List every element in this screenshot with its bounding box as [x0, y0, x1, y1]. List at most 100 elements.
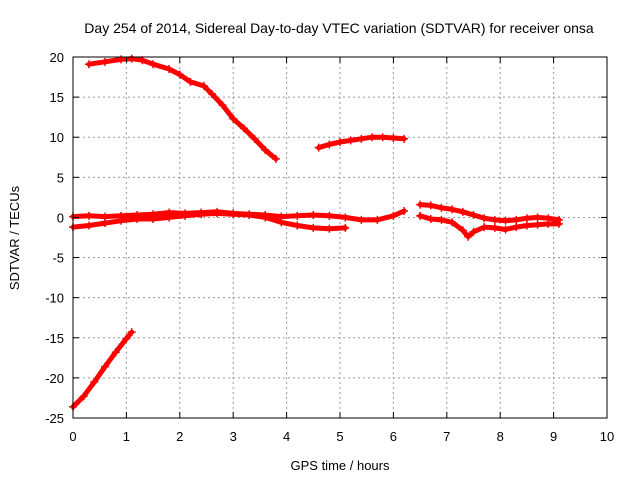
data-point: [213, 209, 222, 218]
data-point: [186, 77, 195, 86]
y-tick-label: 15: [50, 90, 64, 105]
data-point: [325, 211, 334, 220]
data-point: [336, 138, 344, 147]
data-point: [239, 124, 248, 133]
series-arc-high: [85, 54, 280, 163]
data-point: [458, 207, 467, 216]
data-point: [101, 362, 110, 371]
data-point: [127, 54, 136, 63]
data-point: [501, 225, 510, 234]
data-point: [437, 215, 446, 224]
data-point: [85, 60, 94, 69]
data-point: [400, 134, 409, 143]
data-point: [85, 221, 94, 230]
data-point: [490, 223, 499, 232]
data-point: [357, 134, 366, 143]
y-tick-label: -25: [45, 411, 64, 426]
series-layer: [69, 54, 563, 411]
data-point: [197, 210, 206, 219]
data-point: [522, 221, 531, 230]
data-point: [512, 215, 521, 224]
x-tick-label: 8: [497, 429, 504, 444]
data-point: [271, 154, 280, 163]
x-tick-label: 9: [550, 429, 557, 444]
data-point: [309, 211, 318, 220]
data-point: [400, 207, 409, 216]
x-tick-label: 5: [336, 429, 343, 444]
data-point: [250, 134, 259, 143]
data-point: [207, 89, 216, 98]
data-point: [79, 392, 88, 401]
data-point: [85, 211, 94, 220]
data-point: [261, 213, 270, 222]
data-point: [133, 215, 142, 224]
data-point: [373, 215, 382, 224]
y-tick-label: -15: [45, 331, 64, 346]
data-point: [122, 334, 131, 343]
data-point: [325, 224, 334, 233]
x-tick-label: 6: [390, 429, 397, 444]
data-point: [165, 65, 174, 74]
data-point: [277, 218, 286, 227]
data-point: [229, 210, 238, 219]
data-point: [165, 213, 174, 222]
y-tick-label: 5: [57, 170, 64, 185]
series-arc-zero-b: [69, 209, 350, 233]
data-point: [416, 200, 425, 209]
data-point: [111, 348, 120, 357]
data-point: [149, 215, 158, 224]
data-point: [368, 133, 377, 142]
data-point: [245, 211, 254, 220]
x-tick-label: 3: [230, 429, 237, 444]
series-arc-low: [69, 328, 136, 411]
x-tick-label: 4: [283, 429, 290, 444]
data-point: [346, 136, 355, 145]
axes-layer: 0 1 2 3 4 5 6 7 8 9 10 -25 -20 -15 -10 -5 0 5 10 15 20: [45, 50, 614, 444]
y-tick-label: 10: [50, 130, 64, 145]
y-tick-label: -20: [45, 371, 64, 386]
data-point: [554, 219, 563, 228]
data-point: [544, 219, 553, 228]
data-point: [501, 216, 510, 225]
series-arc-mid: [314, 133, 409, 152]
data-point: [512, 223, 521, 232]
data-point: [357, 215, 366, 224]
data-point: [199, 81, 208, 90]
data-point: [490, 215, 499, 224]
y-tick-label: 0: [57, 210, 64, 225]
data-point: [448, 205, 457, 214]
series-arc-late-a: [416, 200, 563, 225]
data-point: [309, 223, 318, 232]
y-tick-label: -5: [52, 251, 64, 266]
y-tick-label: 20: [50, 50, 64, 65]
data-point: [389, 211, 398, 220]
data-point: [341, 223, 350, 232]
data-point: [293, 221, 302, 230]
data-point: [458, 226, 467, 235]
data-point: [138, 56, 147, 65]
data-point: [127, 328, 136, 337]
data-point: [378, 133, 387, 142]
data-point: [325, 140, 334, 149]
x-tick-label: 0: [69, 429, 76, 444]
x-tick-label: 7: [443, 429, 450, 444]
data-point: [464, 232, 473, 241]
chart-title: Day 254 of 2014, Sidereal Day-to-day VTE…: [84, 20, 594, 36]
data-point: [149, 60, 158, 69]
data-point: [117, 216, 126, 225]
data-point: [416, 211, 425, 220]
data-point: [533, 220, 542, 229]
data-point: [293, 211, 302, 220]
series-line: [86, 56, 279, 162]
data-point: [426, 215, 435, 224]
data-point: [90, 377, 99, 386]
data-point: [469, 227, 478, 236]
data-point: [480, 214, 489, 223]
data-point: [389, 134, 398, 143]
data-point: [341, 213, 350, 222]
data-point: [469, 211, 478, 220]
data-point: [181, 211, 190, 220]
data-point: [522, 214, 531, 223]
x-tick-label: 10: [600, 429, 614, 444]
